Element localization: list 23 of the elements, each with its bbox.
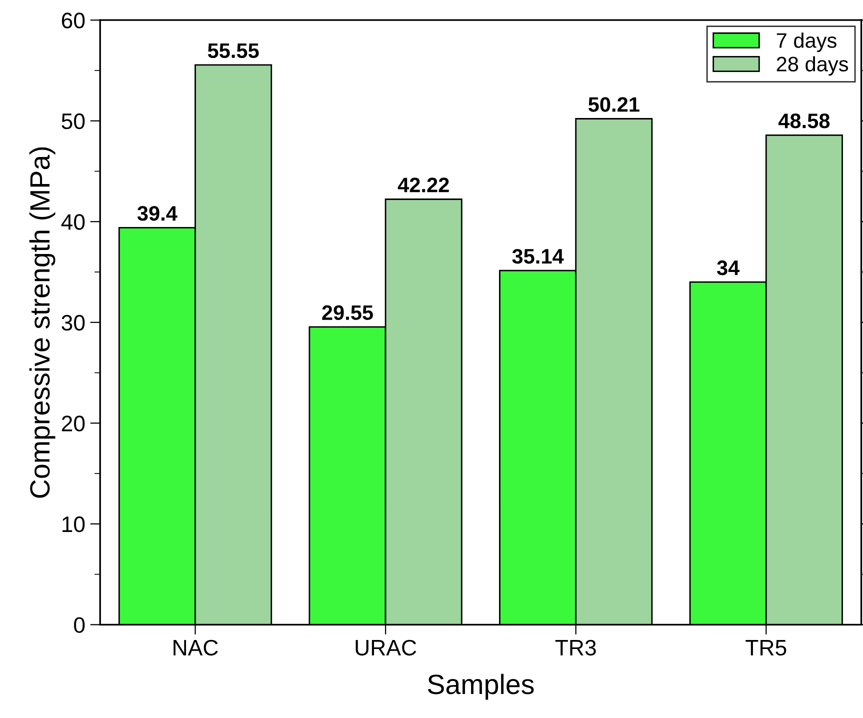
- y-tick-label: 40: [61, 214, 85, 230]
- y-tick-label: 20: [62, 416, 85, 432]
- data-label: 48.58: [778, 114, 830, 128]
- data-label: 34: [716, 260, 740, 276]
- x-tick-label: NAC: [174, 640, 218, 656]
- data-label: 39.4: [137, 206, 178, 221]
- legend-label: 28 days: [776, 56, 848, 76]
- data-label: 55.55: [208, 44, 259, 58]
- y-axis-title: Compressive strength (MPa): [29, 147, 56, 498]
- data-label: 35.14: [512, 248, 564, 264]
- data-label: 29.55: [322, 305, 373, 320]
- data-label: 50.21: [588, 97, 640, 112]
- y-tick-label: 50: [62, 113, 85, 130]
- y-tick-label: 0: [74, 617, 85, 633]
- x-tick-label: URAC: [356, 640, 416, 656]
- y-tick-label: 30: [62, 314, 85, 331]
- x-axis-title: Samples: [428, 674, 534, 700]
- x-tick-label: TR5: [746, 640, 786, 656]
- data-label: 42.22: [398, 178, 449, 192]
- y-tick-label: 10: [62, 516, 85, 532]
- y-tick-label: 60: [62, 12, 85, 28]
- legend-label: 7 days: [776, 32, 836, 52]
- x-tick-label: TR3: [555, 640, 596, 656]
